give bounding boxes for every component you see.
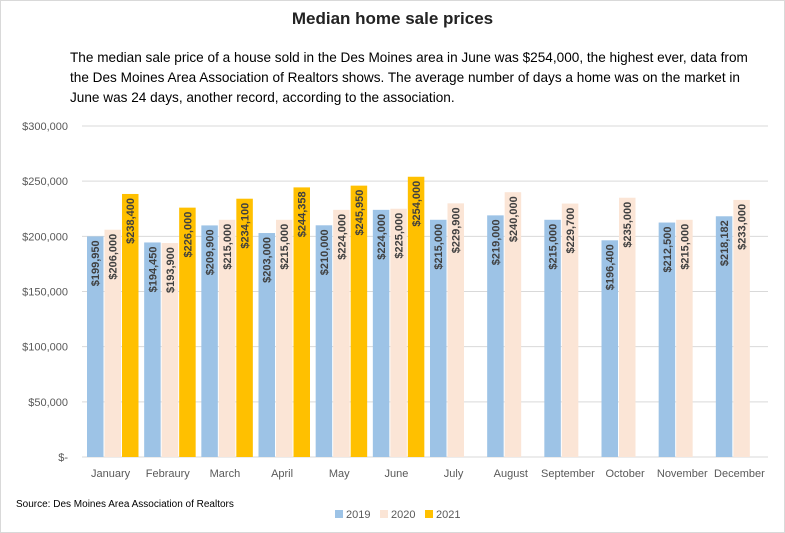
data-label: $215,000 <box>279 224 291 270</box>
data-label: $235,000 <box>622 202 634 248</box>
y-tick-label: $200,000 <box>22 231 68 243</box>
x-tick-label: July <box>444 468 464 480</box>
bar-2020 <box>333 209 350 457</box>
data-label: $212,500 <box>662 227 674 273</box>
bar-2021 <box>293 187 310 458</box>
bar-2019 <box>658 222 676 457</box>
y-axis-ticks: $- $50,000 $100,000 $150,000 $200,000 $250,00… <box>22 121 68 464</box>
bar-2019 <box>715 216 733 457</box>
y-tick-label: $150,000 <box>22 287 68 299</box>
data-label: $224,000 <box>336 214 348 260</box>
bar-2020 <box>218 219 236 457</box>
data-label: $209,900 <box>205 229 217 275</box>
bar-2019 <box>372 209 390 457</box>
chart-title: Median home sale prices <box>291 9 494 28</box>
data-label: $215,000 <box>548 224 560 270</box>
bar-2019 <box>544 219 561 457</box>
y-tick-label: $- <box>58 452 68 464</box>
x-tick-label: October <box>606 468 645 480</box>
bar-2020 <box>619 197 636 457</box>
data-label: $244,358 <box>297 191 309 237</box>
x-axis-ticks: January Febraury March April May June July Augu… <box>91 468 765 480</box>
legend-label-2021: 2021 <box>436 509 460 521</box>
data-label: $226,000 <box>182 212 194 258</box>
legend-label-2020: 2020 <box>391 509 415 521</box>
data-label: $218,182 <box>719 220 731 266</box>
x-tick-label: Febraury <box>146 468 191 480</box>
x-tick-label: June <box>384 468 408 480</box>
bar-2020 <box>561 203 579 457</box>
data-label: $224,000 <box>376 214 388 260</box>
data-label: $215,000 <box>433 224 445 270</box>
bar-2020 <box>447 203 464 457</box>
x-tick-label: December <box>714 468 765 480</box>
data-label: $254,000 <box>411 181 423 227</box>
legend-swatch-2021 <box>425 510 433 518</box>
data-label: $229,900 <box>451 207 463 253</box>
data-label: $203,000 <box>262 237 274 283</box>
data-label: $245,950 <box>354 190 366 236</box>
bar-2020 <box>104 229 121 457</box>
data-label: $215,000 <box>222 224 234 270</box>
bar-2020 <box>676 219 693 457</box>
data-label: $194,450 <box>147 246 159 292</box>
x-tick-label: November <box>657 468 708 480</box>
bar-2019 <box>487 215 504 457</box>
data-label: $240,000 <box>508 196 520 242</box>
x-tick-label: April <box>271 468 293 480</box>
bar-2019 <box>601 240 618 457</box>
data-label: $196,400 <box>605 244 617 290</box>
bar-2019 <box>201 225 218 457</box>
bar-2020 <box>390 208 407 457</box>
data-label: $225,000 <box>394 213 406 259</box>
source-note: Source: Des Moines Area Association of R… <box>16 499 234 510</box>
legend-swatch-2020 <box>380 510 388 518</box>
bar-2020 <box>733 199 750 457</box>
data-labels: $199,950 $206,000 $238,400 $194,450 $193,900… <box>90 181 748 293</box>
data-label: $229,700 <box>565 208 577 254</box>
bar-2019 <box>144 242 161 457</box>
legend: 2019 2020 2021 <box>335 509 460 521</box>
bar-2021 <box>236 198 253 458</box>
data-label: $234,100 <box>240 203 252 249</box>
bar-2021 <box>407 176 425 457</box>
bar-2019 <box>258 233 275 457</box>
y-tick-label: $100,000 <box>22 342 68 354</box>
bar-2021 <box>122 193 139 457</box>
bar-2019 <box>315 225 333 457</box>
data-label: $219,000 <box>490 219 502 265</box>
x-tick-label: May <box>329 468 350 480</box>
data-label: $215,000 <box>679 224 691 270</box>
x-tick-label: August <box>494 468 528 480</box>
x-tick-label: January <box>91 468 131 480</box>
data-label: $233,000 <box>737 204 749 250</box>
y-tick-label: $300,000 <box>22 121 68 133</box>
x-tick-label: September <box>541 468 595 480</box>
chart-subtitle: The median sale price of a house sold in… <box>70 50 748 105</box>
legend-label-2019: 2019 <box>346 509 370 521</box>
bar-2020 <box>504 192 522 457</box>
bar-2020 <box>276 219 293 457</box>
x-tick-label: March <box>210 468 241 480</box>
y-tick-label: $50,000 <box>28 397 68 409</box>
legend-swatch-2019 <box>335 510 343 518</box>
bar-2021 <box>350 185 368 457</box>
gridlines <box>82 125 768 458</box>
data-label: $210,000 <box>319 229 331 275</box>
bars <box>87 176 750 458</box>
data-label: $238,400 <box>125 198 137 244</box>
bar-2020 <box>161 243 179 457</box>
bar-2019 <box>87 236 104 457</box>
bar-2019 <box>430 219 447 457</box>
data-label: $206,000 <box>108 234 120 280</box>
data-label: $193,900 <box>165 247 177 293</box>
bar-2021 <box>179 207 196 457</box>
y-tick-label: $250,000 <box>22 176 68 188</box>
data-label: $199,950 <box>90 240 102 286</box>
